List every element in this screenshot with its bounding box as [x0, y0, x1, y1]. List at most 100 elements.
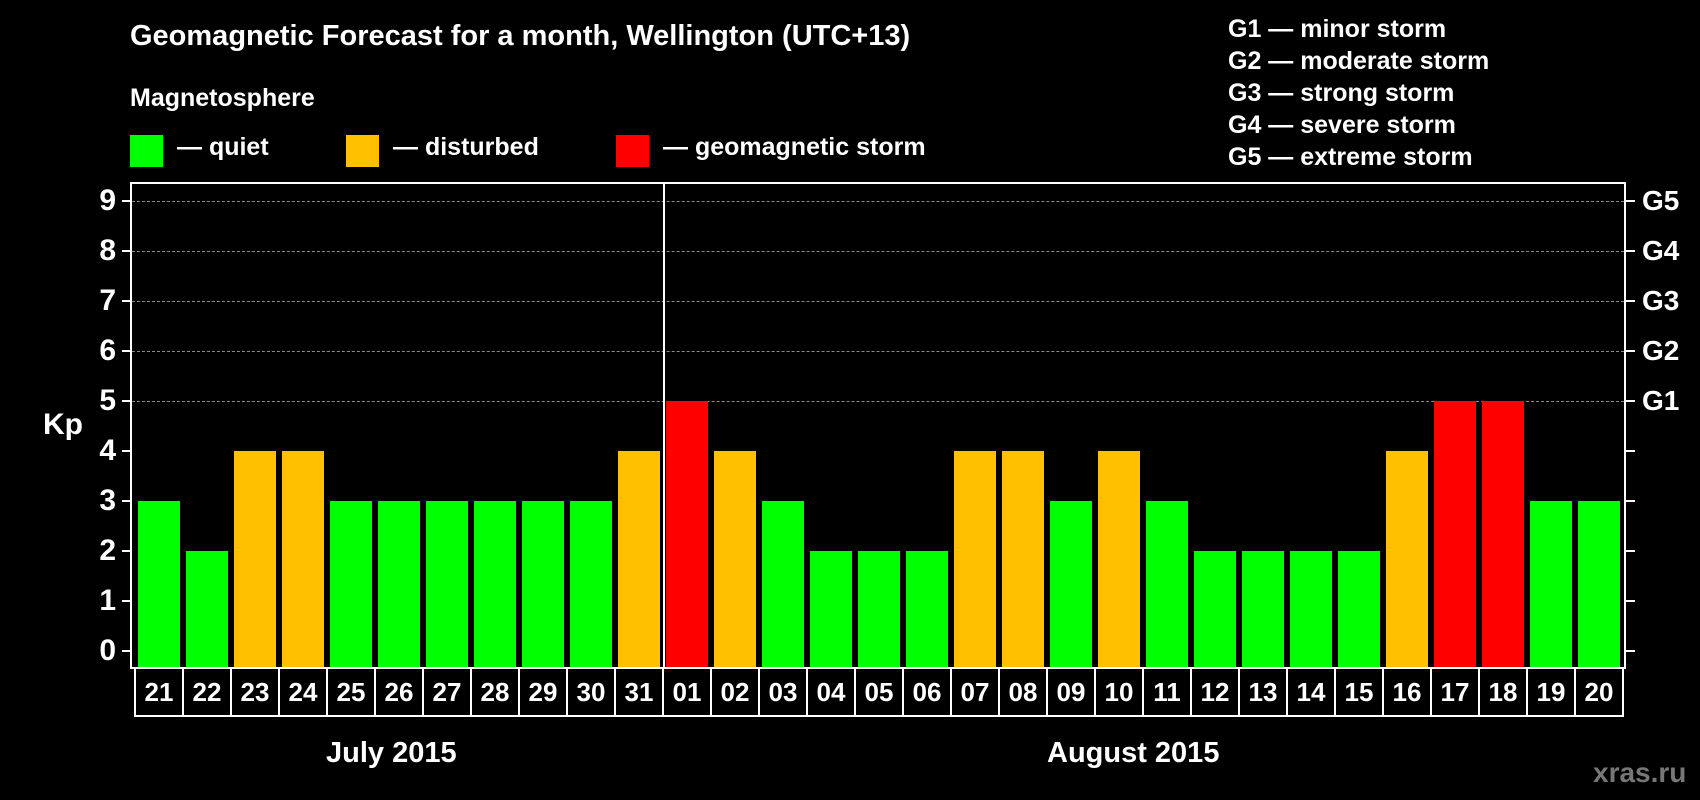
bar-26	[378, 501, 420, 667]
date-label: 08	[998, 669, 1046, 715]
g-scale-item: G2 — moderate storm	[1228, 47, 1490, 75]
bar-17	[1434, 401, 1476, 667]
bar-25	[330, 501, 372, 667]
bar-15	[1338, 551, 1380, 667]
y-tick	[122, 500, 131, 502]
date-label: 20	[1574, 669, 1622, 715]
y-tick	[122, 350, 131, 352]
gridline	[132, 251, 1624, 252]
gridline	[132, 351, 1624, 352]
date-label: 21	[144, 676, 174, 707]
watermark: xras.ru	[1593, 757, 1687, 788]
bar-05	[858, 551, 900, 667]
bar-04	[810, 551, 852, 667]
date-label: 05	[854, 669, 902, 715]
date-label: 11	[1142, 669, 1190, 715]
y-tick	[122, 600, 131, 602]
gridline	[132, 301, 1624, 302]
bar-29	[522, 501, 564, 667]
date-label: 01	[662, 669, 710, 715]
date-label: 14	[1286, 669, 1334, 715]
right-tick	[1626, 600, 1635, 602]
bar-08	[1002, 451, 1044, 667]
g-level-label: G5	[1642, 185, 1680, 216]
y-tick-label: 4	[99, 434, 116, 467]
bar-01	[666, 401, 708, 667]
month-label-july: July 2015	[326, 737, 457, 769]
right-tick	[1626, 200, 1635, 202]
g-level-label: G3	[1642, 285, 1680, 316]
bar-30	[570, 501, 612, 667]
date-label: 13	[1238, 669, 1286, 715]
date-label: 23	[230, 669, 278, 715]
right-tick	[1626, 350, 1635, 352]
bar-18	[1482, 401, 1524, 667]
date-label: 30	[566, 669, 614, 715]
right-tick	[1626, 450, 1635, 452]
g-scale-item: G4 — severe storm	[1228, 111, 1456, 139]
right-tick	[1626, 250, 1635, 252]
date-label: 29	[518, 669, 566, 715]
g-scale-legend: G1 — minor storm G2 — moderate storm G3 …	[1228, 13, 1489, 173]
y-axis-label: Kp	[43, 408, 83, 441]
date-label: 10	[1094, 669, 1142, 715]
bar-23	[234, 451, 276, 667]
bar-27	[426, 501, 468, 667]
right-tick	[1626, 400, 1635, 402]
g-level-label: G2	[1642, 335, 1680, 366]
date-label: 18	[1478, 669, 1526, 715]
legend-swatch-disturbed	[346, 135, 379, 167]
right-tick	[1626, 300, 1635, 302]
right-tick	[1626, 500, 1635, 502]
bar-24	[282, 451, 324, 667]
bar-02	[714, 451, 756, 667]
bar-16	[1386, 451, 1428, 667]
y-tick	[122, 550, 131, 552]
date-label: 19	[1526, 669, 1574, 715]
date-label: 03	[758, 669, 806, 715]
y-tick-label: 1	[99, 584, 116, 617]
bar-31	[618, 451, 660, 667]
bar-10	[1098, 451, 1140, 667]
g-scale-item: G3 — strong storm	[1228, 79, 1455, 107]
y-tick	[122, 250, 131, 252]
y-tick-label: 9	[99, 184, 116, 217]
y-tick	[122, 200, 131, 202]
gridline	[132, 401, 1624, 402]
date-label: 02	[710, 669, 758, 715]
y-tick	[122, 650, 131, 652]
y-tick	[122, 300, 131, 302]
right-tick	[1626, 550, 1635, 552]
date-label: 27	[422, 669, 470, 715]
date-label: 26	[374, 669, 422, 715]
y-tick-label: 8	[99, 234, 116, 267]
month-label-august: August 2015	[1047, 737, 1220, 769]
bar-14	[1290, 551, 1332, 667]
y-tick-label: 0	[99, 634, 116, 667]
bar-09	[1050, 501, 1092, 667]
gridline	[132, 201, 1624, 202]
bar-19	[1530, 501, 1572, 667]
bar-21	[138, 501, 180, 667]
right-tick	[1626, 650, 1635, 652]
month-divider	[663, 184, 665, 667]
chart-title: Geomagnetic Forecast for a month, Wellin…	[130, 20, 911, 52]
y-tick-label: 7	[99, 284, 116, 317]
plot-area	[130, 182, 1626, 669]
bar-06	[906, 551, 948, 667]
bar-13	[1242, 551, 1284, 667]
g-scale-item: G1 — minor storm	[1228, 15, 1447, 43]
g-level-label: G4	[1642, 235, 1680, 266]
legend-label-quiet: — quiet	[177, 133, 269, 161]
legend-swatch-quiet	[130, 135, 163, 167]
bar-28	[474, 501, 516, 667]
date-axis: 21 22 23 24 25 26 27 28 29 30 31 01 02 03 04 05 06 07 08 09…	[134, 669, 1624, 717]
date-label: 12	[1190, 669, 1238, 715]
y-tick-label: 6	[99, 334, 116, 367]
date-label: 22	[182, 669, 230, 715]
bar-03	[762, 501, 804, 667]
date-label: 24	[278, 669, 326, 715]
legend-label-storm: — geomagnetic storm	[663, 133, 926, 161]
bar-07	[954, 451, 996, 667]
g-scale-item: G5 — extreme storm	[1228, 143, 1473, 171]
